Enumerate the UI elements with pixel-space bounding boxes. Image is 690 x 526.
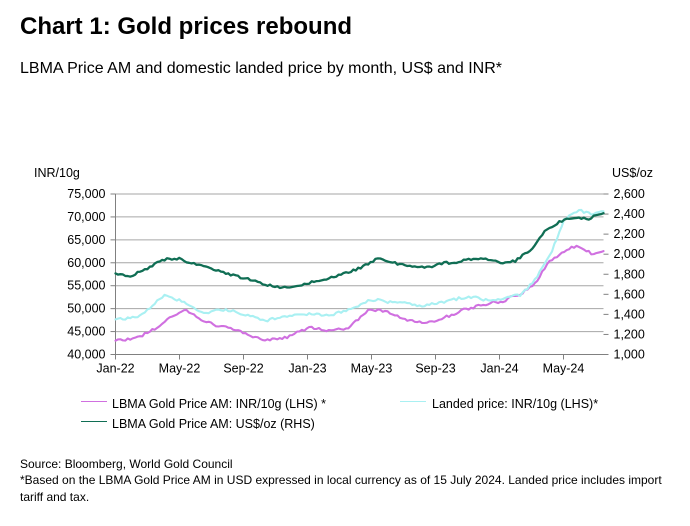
svg-text:May-22: May-22 — [159, 362, 201, 376]
svg-text:65,000: 65,000 — [67, 233, 105, 247]
svg-text:Jan-23: Jan-23 — [288, 362, 326, 376]
svg-text:2,600: 2,600 — [614, 187, 645, 201]
svg-text:50,000: 50,000 — [67, 302, 105, 316]
svg-text:1,000: 1,000 — [614, 348, 645, 362]
svg-text:2,000: 2,000 — [614, 247, 645, 261]
svg-text:2,400: 2,400 — [614, 207, 645, 221]
svg-text:Jan-22: Jan-22 — [96, 362, 134, 376]
svg-text:40,000: 40,000 — [67, 348, 105, 362]
svg-text:1,400: 1,400 — [614, 307, 645, 321]
svg-text:Jan-24: Jan-24 — [480, 362, 518, 376]
svg-text:Sep-23: Sep-23 — [415, 362, 455, 376]
svg-text:55,000: 55,000 — [67, 279, 105, 293]
svg-text:1,600: 1,600 — [614, 287, 645, 301]
svg-text:2,200: 2,200 — [614, 227, 645, 241]
svg-text:75,000: 75,000 — [67, 187, 105, 201]
svg-text:1,800: 1,800 — [614, 267, 645, 281]
svg-text:May-23: May-23 — [351, 362, 393, 376]
svg-text:70,000: 70,000 — [67, 210, 105, 224]
svg-text:1,200: 1,200 — [614, 327, 645, 341]
svg-text:45,000: 45,000 — [67, 325, 105, 339]
svg-text:Sep-22: Sep-22 — [223, 362, 263, 376]
svg-text:60,000: 60,000 — [67, 256, 105, 270]
svg-text:May-24: May-24 — [543, 362, 585, 376]
